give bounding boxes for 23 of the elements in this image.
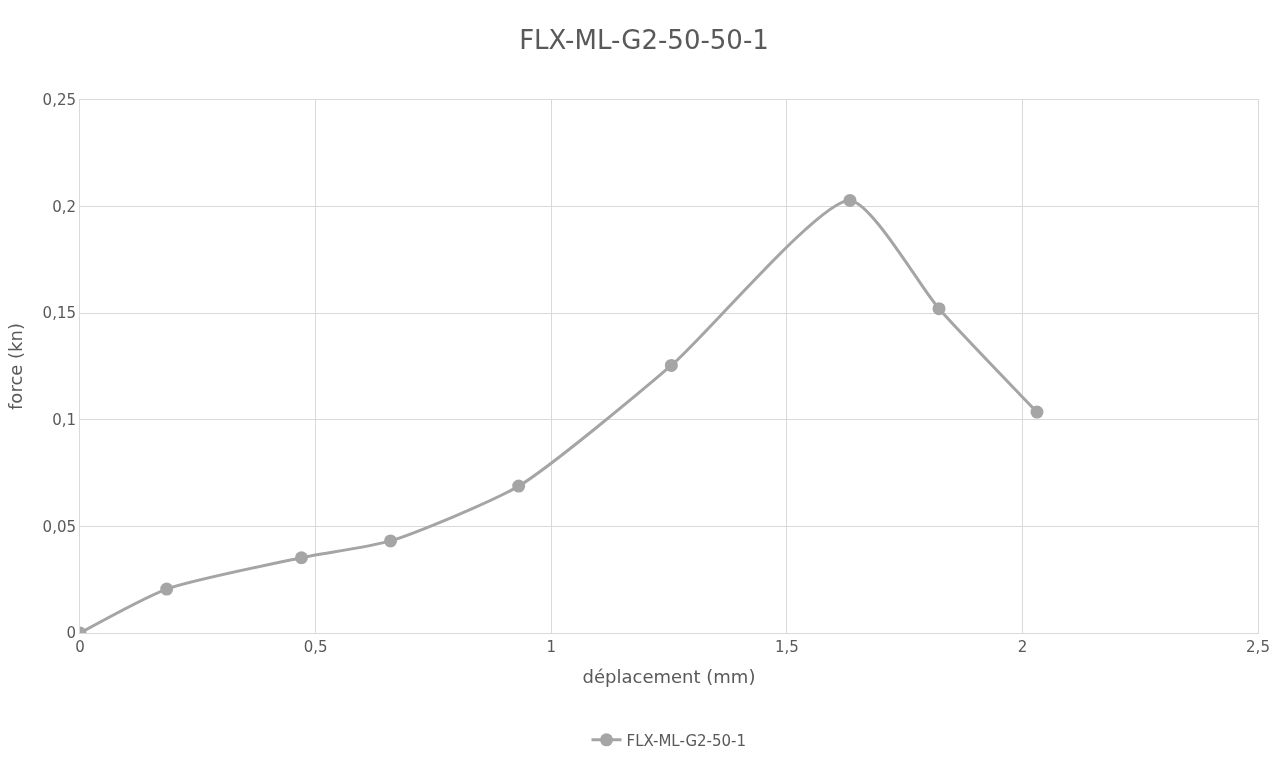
point <box>294 551 308 565</box>
y-tick-label: 0,15 <box>42 304 76 323</box>
point <box>932 302 946 316</box>
x-tick-label: 0,5 <box>303 638 328 656</box>
chart-title: FLX-ML-G2-50-50-1 <box>519 24 769 55</box>
x-tick-label: 1 <box>546 638 556 656</box>
x-tick-label: 2,5 <box>1246 638 1270 656</box>
point <box>160 582 174 596</box>
x-tick-label: 1,5 <box>774 638 799 656</box>
point <box>1030 405 1044 419</box>
y-tick-label: 0 <box>66 624 76 643</box>
y-tick-label: 0,05 <box>42 517 76 536</box>
y-tick-label: 0,1 <box>52 411 76 430</box>
y-axis-title: force (kn) <box>4 323 26 410</box>
y-tick-label: 0,25 <box>42 91 76 110</box>
legend-label: FLX-ML-G2-50-1 <box>626 731 747 750</box>
point <box>843 193 857 207</box>
y-tick-label: 0,2 <box>52 197 76 216</box>
point <box>512 479 526 493</box>
x-axis-title: déplacement (mm) <box>582 666 756 688</box>
point <box>664 358 678 372</box>
point <box>384 534 398 548</box>
x-tick-label: 2 <box>1017 638 1028 656</box>
